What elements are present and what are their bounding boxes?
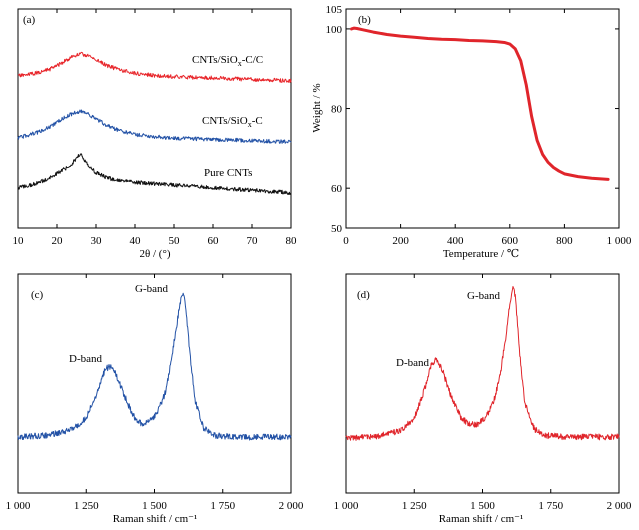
- panel-b-y-tick-label-1: 60: [331, 183, 343, 195]
- panel-d-x-tick-label-4: 2 000: [607, 500, 632, 512]
- panel-c-x-tick-label-3: 1 750: [210, 500, 235, 512]
- panel-b-x-tick-label-0: 0: [343, 235, 349, 247]
- panel-a-series-3-line: [17, 153, 292, 195]
- panel-d-x-axis-label: Raman shift / cm⁻¹: [439, 513, 524, 525]
- panel-c-x-tick-label-2: 1 500: [142, 500, 167, 512]
- panel-b-frame: [345, 8, 620, 229]
- panel-c-g-band-label: G-band: [135, 283, 168, 295]
- panel-d-x-tick-label-3: 1 750: [538, 500, 563, 512]
- panel-b-x-tick-label-5: 1 000: [607, 235, 632, 247]
- panel-b-y-tick-label-0: 50: [331, 223, 343, 235]
- panel-c-d-band-label: D-band: [69, 353, 102, 365]
- panel-b-y-tick-label-2: 80: [331, 104, 343, 116]
- panel-a-series-label-2: CNTs/SiOx-C: [202, 115, 263, 129]
- panel-d-x-tick-label-2: 1 500: [470, 500, 495, 512]
- panel-a-x-tick-label-1: 20: [52, 235, 64, 247]
- panel-a-x-tick-label-2: 30: [91, 235, 103, 247]
- panel-d-x-tick-label-1: 1 250: [402, 500, 427, 512]
- panel-b-y-tick-label-3: 100: [326, 24, 343, 36]
- panel-a-x-tick-label-0: 10: [13, 235, 25, 247]
- panel-b-y-tick-label-4: 105: [326, 4, 343, 16]
- panel-a-x-axis-label: 2θ / (°): [139, 248, 170, 260]
- panel-c: (c) 1 000 1 250 1 500 1 750 2 000 D-band G-b…: [6, 273, 304, 525]
- panel-a-frame: [17, 8, 292, 229]
- panel-b-x-tick-label-1: 200: [392, 235, 409, 247]
- panel-b-x-tick-label-2: 400: [447, 235, 464, 247]
- panel-d-x-tick-label-0: 1 000: [334, 500, 359, 512]
- panel-b-x-tick-label-4: 800: [556, 235, 573, 247]
- panel-a-series-label-3: Pure CNTs: [204, 167, 252, 179]
- panel-b-y-axis-label: Weight / %: [311, 83, 323, 132]
- panel-c-x-tick-label-4: 2 000: [279, 500, 304, 512]
- panel-c-label: (c): [31, 289, 44, 301]
- panel-a-x-tick-label-4: 50: [169, 235, 181, 247]
- panel-b-label: (b): [358, 14, 371, 26]
- panel-a-label: (a): [23, 14, 36, 26]
- panel-b-x-axis-label: Temperature / ℃: [443, 248, 519, 260]
- panel-a-x-tick-label-5: 60: [208, 235, 220, 247]
- panel-b-x-tick-label-3: 600: [502, 235, 519, 247]
- panel-c-x-axis-label: Raman shift / cm⁻¹: [113, 513, 198, 525]
- panel-c-x-tick-label-1: 1 250: [74, 500, 99, 512]
- panel-a-series-1-line: [17, 51, 292, 84]
- panel-a: (a) 10 20 30 40 50 60 70 80 CNTs/SiOx-C/C CNTs/…: [13, 8, 298, 260]
- panel-a-series-2-line: [17, 109, 292, 144]
- panel-b-weight-line: [349, 26, 610, 181]
- panel-c-x-tick-label-0: 1 000: [6, 500, 31, 512]
- panel-d-g-band-label: G-band: [467, 290, 500, 302]
- panel-d-d-band-label: D-band: [396, 357, 429, 369]
- panel-a-series-label-1: CNTs/SiOx-C/C: [192, 54, 263, 68]
- panel-d-frame: [345, 273, 620, 494]
- panel-d-raman-line: [345, 285, 620, 441]
- panel-a-x-tick-label-6: 70: [247, 235, 259, 247]
- panel-c-raman-line: [17, 292, 292, 441]
- panel-b: (b) 0 200 400 600 800 1 000 50 60 80 100 105 Tempe…: [311, 4, 632, 260]
- panel-a-x-tick-label-7: 80: [286, 235, 298, 247]
- panel-a-x-tick-label-3: 40: [130, 235, 142, 247]
- panel-c-frame: [17, 273, 292, 494]
- panel-d-label: (d): [357, 289, 370, 301]
- panel-d: (d) 1 000 1 250 1 500 1 750 2 000 D-band G-b…: [334, 273, 632, 525]
